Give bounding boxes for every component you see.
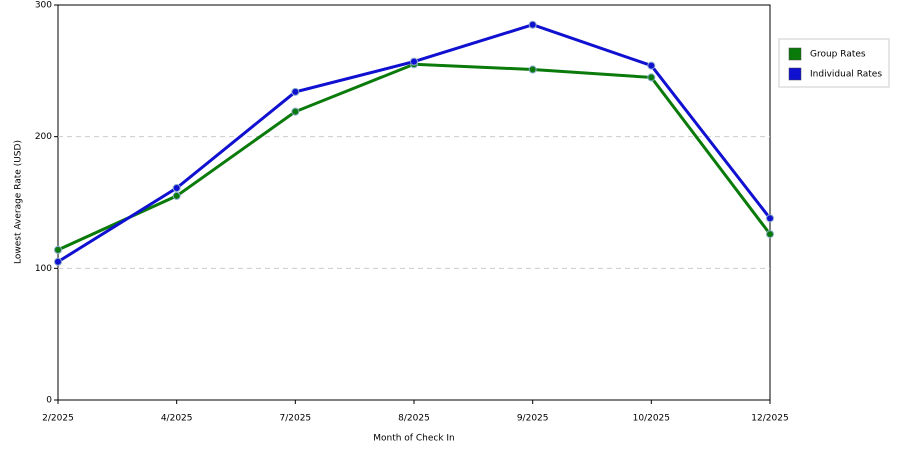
data-point [172, 191, 181, 200]
legend-label: Individual Rates [810, 70, 882, 80]
y-tick-label: 200 [35, 132, 52, 142]
data-point [54, 257, 62, 266]
x-tick-label: 4/2025 [161, 414, 193, 424]
y-tick-label: 0 [46, 396, 52, 406]
legend-label: Group Rates [810, 50, 866, 60]
data-point [54, 245, 62, 254]
data-point [766, 230, 774, 239]
data-point [291, 107, 300, 116]
y-tick-label: 300 [35, 1, 52, 11]
y-tick-label: 100 [35, 264, 52, 274]
legend-swatch [788, 67, 802, 81]
x-tick-label: 9/2025 [517, 414, 549, 424]
x-axis-label: Month of Check In [373, 434, 455, 444]
x-tick-label: 12/2025 [751, 414, 788, 424]
x-tick-label: 8/2025 [398, 414, 430, 424]
data-point [172, 184, 181, 193]
x-tick-label: 2/2025 [42, 414, 74, 424]
data-point [528, 65, 537, 74]
data-point [766, 214, 774, 223]
data-point [647, 61, 656, 70]
data-point [410, 57, 418, 66]
data-point [528, 20, 537, 29]
data-point [291, 87, 300, 96]
legend-swatch [788, 47, 802, 61]
x-tick-label: 7/2025 [279, 414, 311, 424]
x-tick-label: 10/2025 [633, 414, 670, 424]
y-axis-label: Lowest Average Rate (USD) [14, 140, 24, 264]
plot-area [57, 4, 771, 401]
data-point [647, 73, 656, 82]
